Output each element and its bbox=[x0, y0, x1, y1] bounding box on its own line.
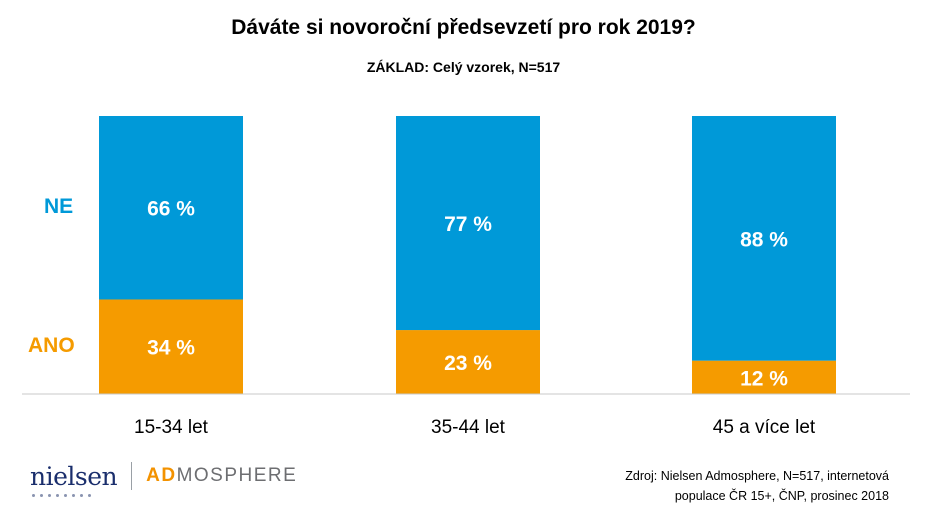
bar-segment-ne bbox=[692, 116, 836, 361]
data-label-ne: 77 % bbox=[444, 213, 492, 236]
x-tick-label: 15-34 let bbox=[134, 417, 209, 438]
bar-segment-ano bbox=[99, 299, 243, 394]
x-tick-label: 45 a více let bbox=[713, 417, 816, 438]
bar-segment-ne bbox=[99, 116, 243, 300]
data-label-ano: 34 % bbox=[147, 337, 195, 360]
bar-segment-ano bbox=[396, 330, 540, 394]
source-note: Zdroj: Nielsen Admosphere, N=517, intern… bbox=[625, 466, 889, 506]
legend-label-ano: ANO bbox=[28, 333, 75, 357]
stacked-bar-chart: 34 % 66 % 15-34 let 23 % 77 % 35-44 let 12 % 88… bbox=[22, 116, 910, 438]
admosphere-logo: ADMOSPHERE bbox=[146, 465, 297, 487]
nielsen-logo-text: nielsen bbox=[30, 461, 118, 491]
bar-segment-ano bbox=[692, 360, 836, 394]
data-label-ne: 88 % bbox=[740, 228, 788, 251]
logo-divider bbox=[131, 462, 133, 490]
admosphere-logo-ad: AD bbox=[146, 465, 177, 486]
footer-logos: nielsen ADMOSPHERE bbox=[30, 456, 297, 497]
legend-label-ne: NE bbox=[44, 194, 74, 218]
x-tick-label: 35-44 let bbox=[431, 417, 506, 438]
data-label-ne: 66 % bbox=[147, 198, 195, 221]
data-label-ano: 23 % bbox=[444, 352, 492, 375]
chart-title: Dáváte si novoroční předsevzetí pro rok … bbox=[231, 16, 696, 39]
admosphere-logo-mosphere: MOSPHERE bbox=[176, 465, 298, 486]
data-label-ano: 12 % bbox=[740, 367, 788, 390]
nielsen-logo: nielsen bbox=[30, 461, 118, 497]
chart-subtitle: ZÁKLAD: Celý vzorek, N=517 bbox=[366, 59, 561, 75]
nielsen-logo-dots bbox=[32, 493, 91, 497]
source-line-1: Zdroj: Nielsen Admosphere, N=517, intern… bbox=[625, 469, 889, 483]
source-line-2: populace ČR 15+, ČNP, prosinec 2018 bbox=[674, 489, 889, 503]
bar-segment-ne bbox=[396, 116, 540, 331]
